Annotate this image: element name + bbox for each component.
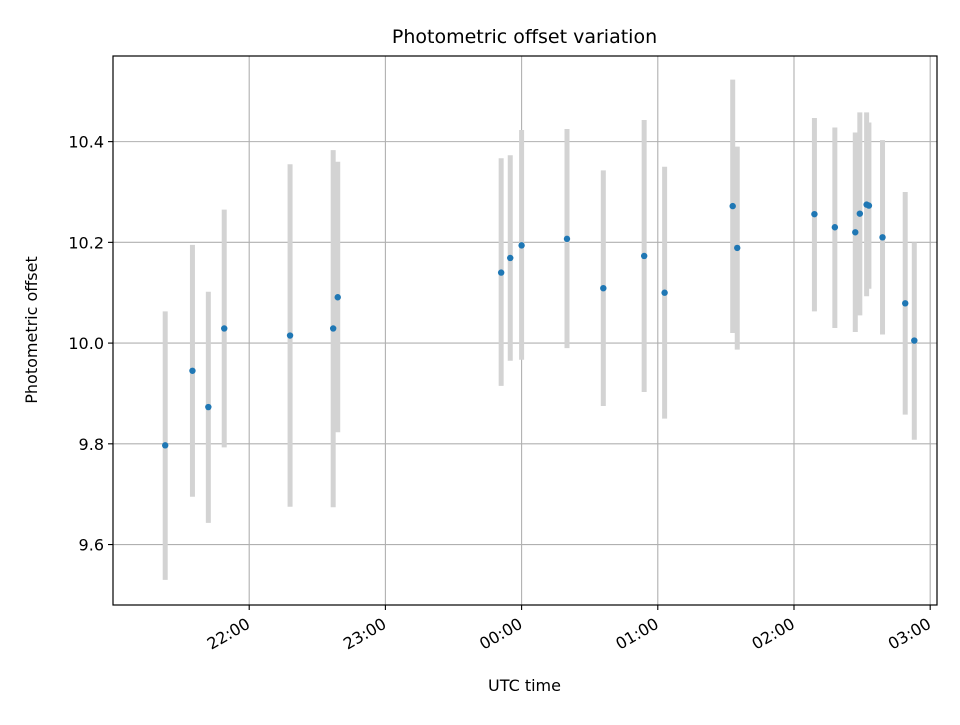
data-point <box>865 202 873 209</box>
data-point <box>286 332 294 339</box>
data-point <box>205 403 212 411</box>
data-point <box>507 254 514 262</box>
data-point <box>911 337 918 344</box>
data-point <box>734 244 741 252</box>
data-point <box>879 234 886 241</box>
point-layer <box>162 201 918 449</box>
y-tick-label: 10.4 <box>68 133 104 152</box>
y-tick-label: 10.2 <box>68 233 104 252</box>
chart-title: Photometric offset variation <box>392 26 657 48</box>
data-point <box>661 289 668 296</box>
data-point <box>811 210 818 218</box>
y-tick-label: 9.6 <box>79 536 104 555</box>
data-point <box>189 367 196 374</box>
data-point <box>852 229 859 236</box>
data-point <box>640 252 648 260</box>
data-point <box>162 442 169 449</box>
plot-frame <box>112 55 938 606</box>
data-point <box>729 202 736 210</box>
x-axis-label: UTC time <box>488 676 561 695</box>
data-point <box>856 210 864 217</box>
data-point <box>334 294 341 301</box>
data-point <box>518 242 525 249</box>
data-point <box>221 325 228 332</box>
data-point <box>563 235 571 243</box>
data-point <box>902 300 909 307</box>
data-point <box>831 224 839 231</box>
y-tick-label: 10.0 <box>68 334 104 353</box>
y-tick-label: 9.8 <box>79 435 104 454</box>
data-point <box>600 284 607 292</box>
data-point <box>497 269 505 276</box>
y-axis-label: Photometric offset <box>22 256 41 404</box>
data-point <box>329 325 337 332</box>
